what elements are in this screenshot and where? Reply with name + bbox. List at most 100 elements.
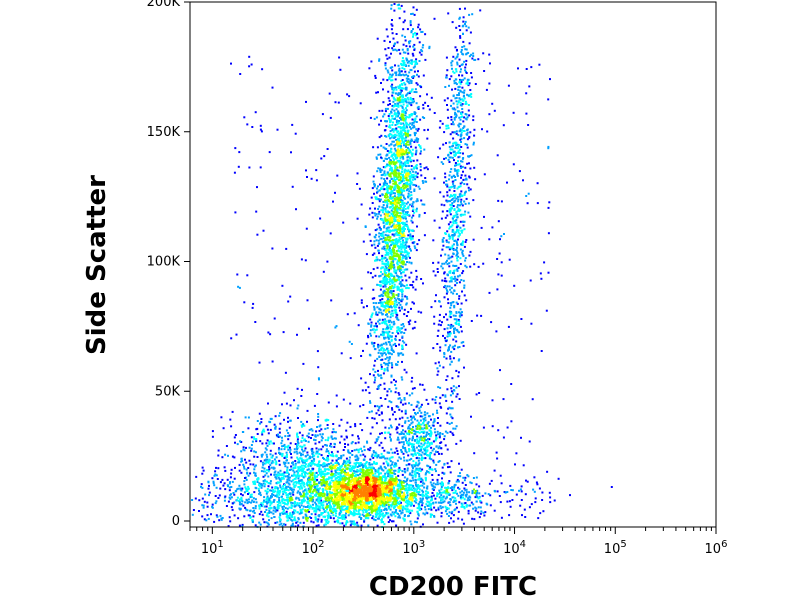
- event-dot: [382, 502, 385, 505]
- event-dot: [380, 237, 383, 240]
- event-dot: [385, 276, 388, 279]
- event-dot: [381, 298, 384, 301]
- event-dot: [420, 31, 423, 33]
- event-dot: [276, 495, 279, 498]
- event-dot: [399, 131, 402, 134]
- event-dot: [275, 456, 278, 459]
- event-dot: [310, 437, 312, 439]
- event-dot: [394, 490, 397, 493]
- event-dot: [254, 483, 257, 486]
- event-dot: [407, 252, 410, 255]
- event-dot: [386, 252, 388, 255]
- event-dot: [382, 290, 385, 293]
- event-dot: [320, 518, 323, 521]
- event-dot: [353, 507, 356, 510]
- event-dot: [388, 268, 391, 271]
- event-dot: [389, 256, 392, 258]
- event-dot: [383, 387, 386, 390]
- event-dot: [308, 428, 311, 431]
- event-dot: [265, 501, 268, 503]
- event-dot: [265, 448, 268, 451]
- event-dot: [280, 478, 283, 481]
- event-dot: [376, 146, 379, 149]
- event-dot: [404, 119, 407, 122]
- event-dot: [393, 254, 395, 257]
- event-dot: [389, 262, 392, 265]
- event-dot: [410, 62, 413, 65]
- event-dot: [386, 394, 389, 397]
- event-dot: [377, 469, 380, 472]
- event-dot: [336, 496, 338, 499]
- event-dot: [407, 255, 410, 258]
- event-dot: [287, 489, 290, 492]
- event-dot: [349, 402, 352, 405]
- event-dot: [404, 114, 407, 117]
- event-dot: [374, 259, 376, 262]
- event-dot: [369, 373, 371, 376]
- event-dot: [385, 343, 388, 346]
- event-dot: [405, 86, 407, 89]
- event-dot: [397, 286, 400, 289]
- event-dot: [392, 192, 395, 195]
- event-dot: [298, 502, 301, 505]
- event-dot: [383, 113, 386, 116]
- event-dot: [389, 277, 392, 280]
- event-dot: [375, 256, 378, 259]
- event-dot: [401, 165, 404, 168]
- event-dot: [371, 297, 374, 300]
- event-dot: [362, 511, 365, 514]
- event-dot: [405, 185, 408, 188]
- event-dot: [393, 195, 396, 198]
- event-dot: [361, 468, 364, 471]
- event-dot: [365, 465, 368, 468]
- event-dot: [406, 477, 409, 480]
- event-dot: [339, 465, 342, 468]
- event-dot: [393, 275, 395, 278]
- event-dot: [369, 329, 372, 332]
- event-dot: [266, 488, 269, 490]
- event-dot: [369, 463, 372, 466]
- event-dot: [267, 432, 270, 435]
- event-dot: [318, 464, 321, 466]
- event-dot: [390, 381, 393, 384]
- event-dot: [412, 214, 415, 217]
- event-dot: [330, 470, 333, 473]
- event-dot: [415, 207, 418, 210]
- event-dot: [377, 212, 380, 215]
- event-dot: [386, 238, 389, 241]
- event-dot: [413, 111, 416, 114]
- event-dot: [361, 499, 363, 502]
- event-dot: [414, 175, 417, 178]
- event-dot: [360, 377, 363, 380]
- event-dot: [409, 198, 412, 201]
- event-dot: [362, 483, 364, 486]
- event-dot: [321, 476, 324, 478]
- event-dot: [412, 35, 414, 38]
- event-dot: [396, 201, 399, 204]
- event-dot: [384, 199, 387, 202]
- event-dot: [416, 172, 419, 175]
- event-dot: [395, 139, 398, 141]
- event-dot: [384, 294, 387, 297]
- event-dot: [375, 91, 378, 94]
- event-dot: [404, 99, 407, 102]
- event-dot: [361, 470, 364, 472]
- event-dot: [391, 301, 394, 303]
- event-dot: [345, 484, 348, 486]
- event-dot: [416, 32, 419, 35]
- event-dot: [402, 254, 404, 257]
- event-dot: [378, 295, 381, 298]
- event-dot: [412, 504, 415, 507]
- event-dot: [407, 169, 410, 172]
- event-dot: [404, 295, 407, 298]
- event-dot: [327, 458, 330, 461]
- event-dot: [320, 520, 323, 523]
- event-dot: [400, 151, 403, 154]
- event-dot: [371, 417, 374, 420]
- event-dot: [411, 101, 414, 104]
- event-dot: [393, 43, 396, 46]
- event-dot: [387, 229, 390, 232]
- event-dot: [397, 102, 399, 105]
- event-dot: [408, 157, 411, 160]
- event-dot: [400, 199, 403, 201]
